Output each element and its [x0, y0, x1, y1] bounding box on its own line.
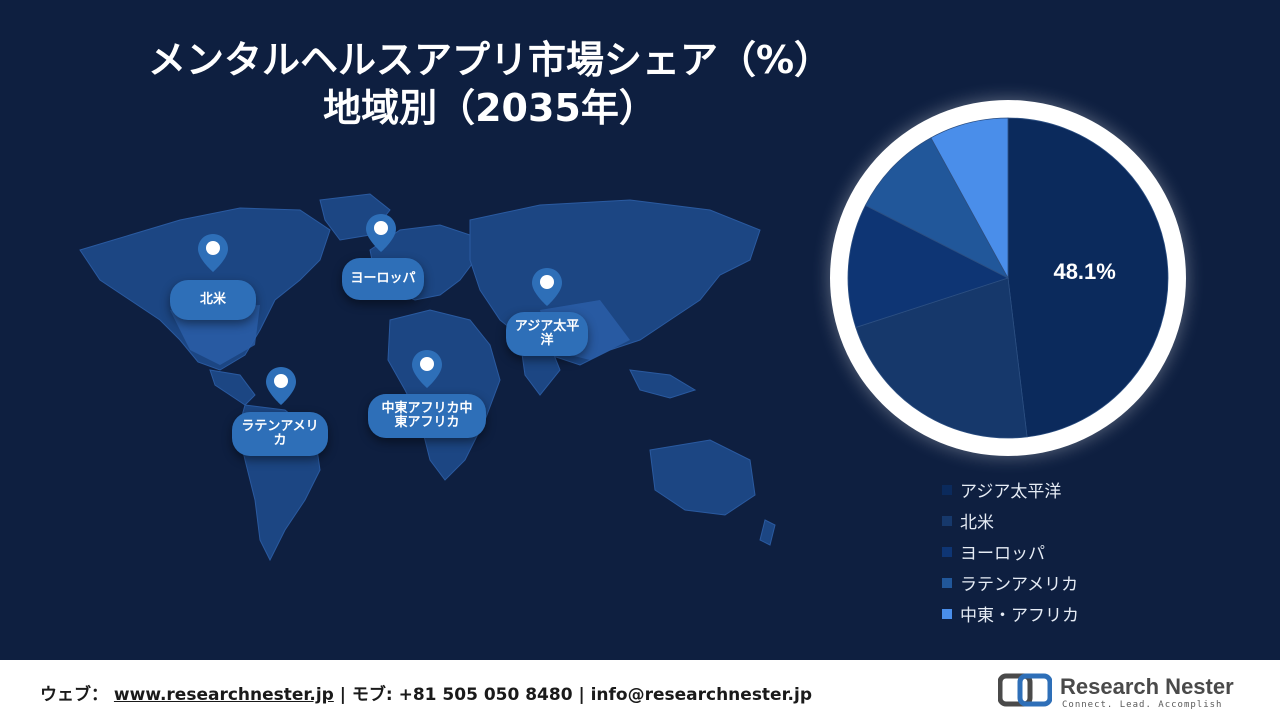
pie-slice-2 [847, 204, 1010, 328]
contact-details: | モブ: +81 505 050 8480 | info@researchne… [339, 685, 813, 705]
legend-label: 中東・アフリカ [960, 606, 1079, 626]
legend-swatch [942, 608, 952, 619]
website-link[interactable]: www.researchnester.jp [113, 685, 334, 705]
logo-name: Research Nester [1060, 674, 1234, 699]
legend-label: ラテンアメリカ [960, 575, 1079, 595]
contact-line: ウェブ： www.researchnester.jp | モブ: +81 505… [40, 680, 812, 705]
main-panel: メンタルヘルスアプリ市場シェア（%） 地域別（2035年） [60, 36, 1186, 629]
legend-item: ヨーロッパ [942, 536, 1079, 567]
pin-icon [366, 214, 396, 252]
pin-icon [532, 268, 562, 306]
legend-item: アジア太平洋 [942, 474, 1079, 505]
chart-legend: アジア太平洋 北米ヨーロッパラテンアメリカ 中東・アフリカ [942, 474, 1079, 629]
logo-icon [997, 673, 1053, 707]
legend-swatch [942, 577, 952, 588]
legend-swatch [942, 515, 952, 526]
pin-icon [412, 350, 442, 388]
map-label-middle-east-africa: 中東アフリカ中東アフリカ [368, 394, 486, 438]
pie-data-label-0: 48.1% [1053, 259, 1115, 284]
legend-item: 中東・アフリカ [942, 598, 1079, 629]
map-label-latin-america: ラテンアメリカ [232, 412, 328, 456]
research-nester-logo: Research Nester Connect. Lead. Accomplis… [997, 672, 1238, 712]
title-line-2: 地域別（2035年） [323, 86, 657, 130]
legend-item: ラテンアメリカ [942, 567, 1079, 598]
logo-tagline: Connect. Lead. Accomplish [1062, 700, 1223, 710]
legend-label: アジア太平洋 [960, 482, 1062, 502]
map-label-north-america: 北米 [170, 280, 256, 320]
legend-item: 北米 [942, 505, 1079, 536]
chart-title: メンタルヘルスアプリ市場シェア（%） 地域別（2035年） [60, 36, 920, 132]
title-line-1: メンタルヘルスアプリ市場シェア（%） [147, 38, 833, 82]
legend-label: 北米 [960, 513, 994, 533]
footer: ウェブ： www.researchnester.jp | モブ: +81 505… [0, 660, 1280, 720]
legend-swatch [942, 484, 952, 495]
map-label-europe: ヨーロッパ [342, 258, 424, 300]
pie-slice-3 [864, 137, 1009, 279]
legend-swatch [942, 546, 952, 557]
legend-label: ヨーロッパ [960, 544, 1045, 564]
pie-slice-4 [930, 117, 1009, 279]
pie-slice-0 [1007, 117, 1169, 438]
map-label-asia-pacific: アジア太平洋 [506, 312, 588, 356]
pie-chart: 48.1% [847, 117, 1169, 439]
pin-icon [266, 367, 296, 405]
pin-icon [198, 234, 228, 272]
web-prefix: ウェブ： [40, 685, 108, 705]
pie-slice-1 [855, 277, 1028, 439]
